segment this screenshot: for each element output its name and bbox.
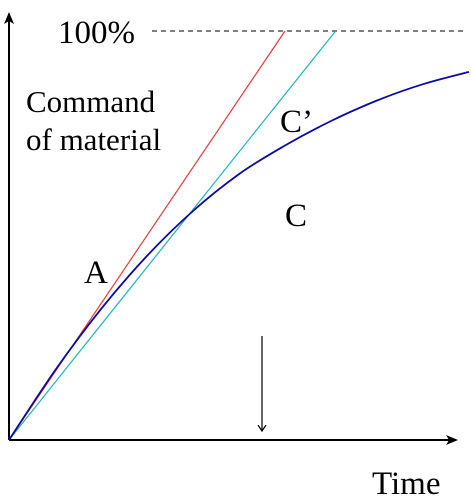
series-layer	[8, 30, 470, 441]
annotation-line-2: of material	[26, 122, 161, 157]
target-label: 100%	[58, 15, 135, 51]
series-label-c-prime: C’	[280, 104, 313, 140]
series-label-a: A	[84, 255, 108, 291]
x-axis-label: Time	[372, 466, 440, 500]
annotation-line-1: Command	[26, 84, 156, 119]
series-line-c	[8, 71, 470, 441]
series-label-c: C	[285, 198, 307, 234]
series-line-c-prime	[8, 30, 337, 441]
